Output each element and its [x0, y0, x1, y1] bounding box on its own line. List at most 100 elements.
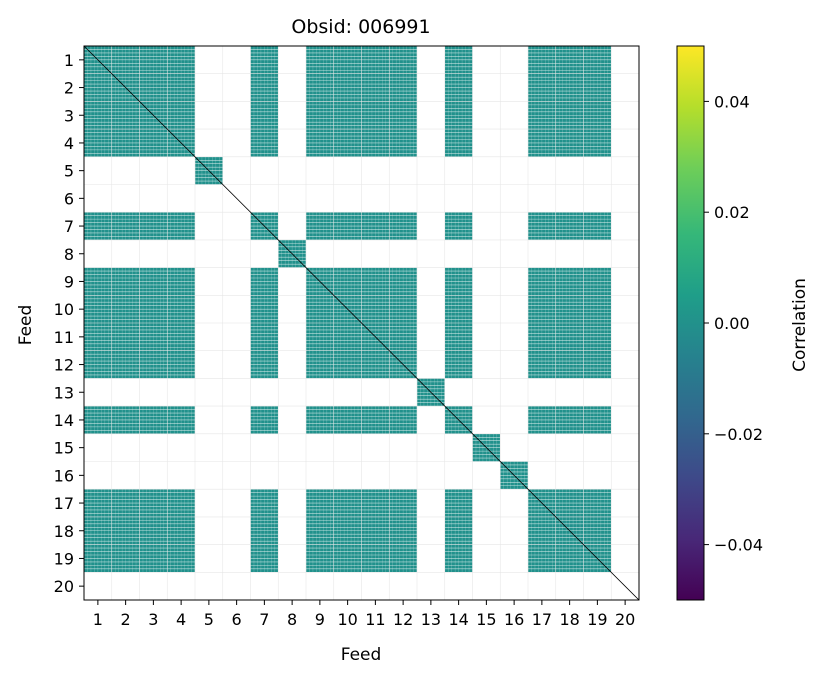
heatmap-block: [555, 489, 584, 517]
heatmap-block: [250, 295, 279, 323]
heatmap-block: [250, 129, 279, 157]
heatmap-block: [555, 350, 584, 379]
heatmap-block: [306, 295, 334, 323]
heatmap-block: [167, 46, 195, 74]
heatmap-block: [139, 73, 168, 102]
heatmap-block: [84, 406, 112, 434]
heatmap-block: [528, 350, 556, 379]
heatmap-block: [528, 101, 556, 130]
heatmap-block: [361, 46, 390, 74]
heatmap-block: [84, 73, 112, 102]
heatmap-block: [555, 46, 584, 74]
heatmap-block: [333, 516, 362, 545]
heatmap-block: [389, 323, 417, 351]
heatmap-block: [111, 267, 140, 296]
heatmap-block: [333, 544, 362, 573]
heatmap-block: [361, 73, 390, 102]
y-tick-label: 11: [54, 328, 74, 347]
heatmap-block: [111, 516, 140, 545]
heatmap-block: [361, 212, 390, 240]
heatmap-block: [389, 73, 417, 102]
heatmap-block: [333, 73, 362, 102]
heatmap-block: [389, 267, 417, 296]
heatmap-block: [555, 544, 584, 573]
heatmap-block: [444, 544, 473, 573]
y-tick-label: 8: [64, 245, 74, 264]
x-tick-label: 7: [259, 610, 269, 629]
x-tick-label: 1: [93, 610, 103, 629]
heatmap-block: [139, 489, 168, 517]
heatmap-block: [250, 350, 279, 379]
heatmap-block: [583, 489, 612, 517]
heatmap-block: [167, 212, 195, 240]
heatmap-block: [250, 73, 279, 102]
heatmap-block: [111, 350, 140, 379]
heatmap-block: [111, 323, 140, 351]
y-tick-label: 1: [64, 51, 74, 70]
heatmap-block: [361, 129, 390, 157]
heatmap-block: [167, 101, 195, 130]
y-axis-label: Feed: [16, 305, 36, 346]
heatmap-block: [84, 129, 112, 157]
x-tick-label: 14: [448, 610, 468, 629]
y-tick-label: 18: [54, 522, 74, 541]
heatmap-block: [583, 101, 612, 130]
heatmap: [83, 45, 640, 601]
heatmap-block: [111, 489, 140, 517]
heatmap-block: [361, 544, 390, 573]
y-tick-label: 15: [54, 439, 74, 458]
heatmap-block: [306, 73, 334, 102]
heatmap-block: [84, 267, 112, 296]
heatmap-block: [139, 212, 168, 240]
heatmap-block: [555, 212, 584, 240]
x-tick-label: 13: [421, 610, 441, 629]
heatmap-block: [333, 129, 362, 157]
heatmap-block: [333, 46, 362, 74]
y-tick-label: 12: [54, 356, 74, 375]
heatmap-block: [583, 267, 612, 296]
heatmap-block: [389, 101, 417, 130]
heatmap-block: [444, 212, 473, 240]
heatmap-block: [250, 267, 279, 296]
heatmap-block: [583, 46, 612, 74]
x-tick-label: 4: [176, 610, 186, 629]
heatmap-block: [389, 516, 417, 545]
heatmap-block: [111, 406, 140, 434]
heatmap-block: [444, 267, 473, 296]
heatmap-block: [306, 129, 334, 157]
heatmap-block: [250, 516, 279, 545]
x-tick-label: 5: [204, 610, 214, 629]
heatmap-block: [528, 295, 556, 323]
heatmap-block: [306, 323, 334, 351]
colorbar: [676, 45, 705, 601]
heatmap-block: [555, 406, 584, 434]
heatmap-block: [389, 295, 417, 323]
heatmap-block: [250, 489, 279, 517]
y-tick-label: 4: [64, 134, 74, 153]
heatmap-block: [583, 323, 612, 351]
heatmap-block: [167, 295, 195, 323]
heatmap-block: [167, 350, 195, 379]
plot-frame: [83, 45, 640, 601]
heatmap-block: [555, 73, 584, 102]
heatmap-block: [444, 350, 473, 379]
heatmap-block: [583, 129, 612, 157]
colorbar-tick-label: 0.00: [714, 314, 750, 333]
heatmap-block: [167, 406, 195, 434]
heatmap-block: [583, 350, 612, 379]
y-tick-label: 17: [54, 494, 74, 513]
heatmap-block: [333, 323, 362, 351]
heatmap-block: [306, 516, 334, 545]
heatmap-block: [306, 406, 334, 434]
heatmap-block: [111, 129, 140, 157]
heatmap-block: [306, 46, 334, 74]
heatmap-block: [139, 323, 168, 351]
heatmap-block: [361, 406, 390, 434]
heatmap-block: [306, 212, 334, 240]
heatmap-block: [84, 101, 112, 130]
heatmap-block: [111, 46, 140, 74]
heatmap-block: [555, 101, 584, 130]
heatmap-block: [139, 350, 168, 379]
heatmap-block: [528, 544, 556, 573]
heatmap-block: [389, 544, 417, 573]
